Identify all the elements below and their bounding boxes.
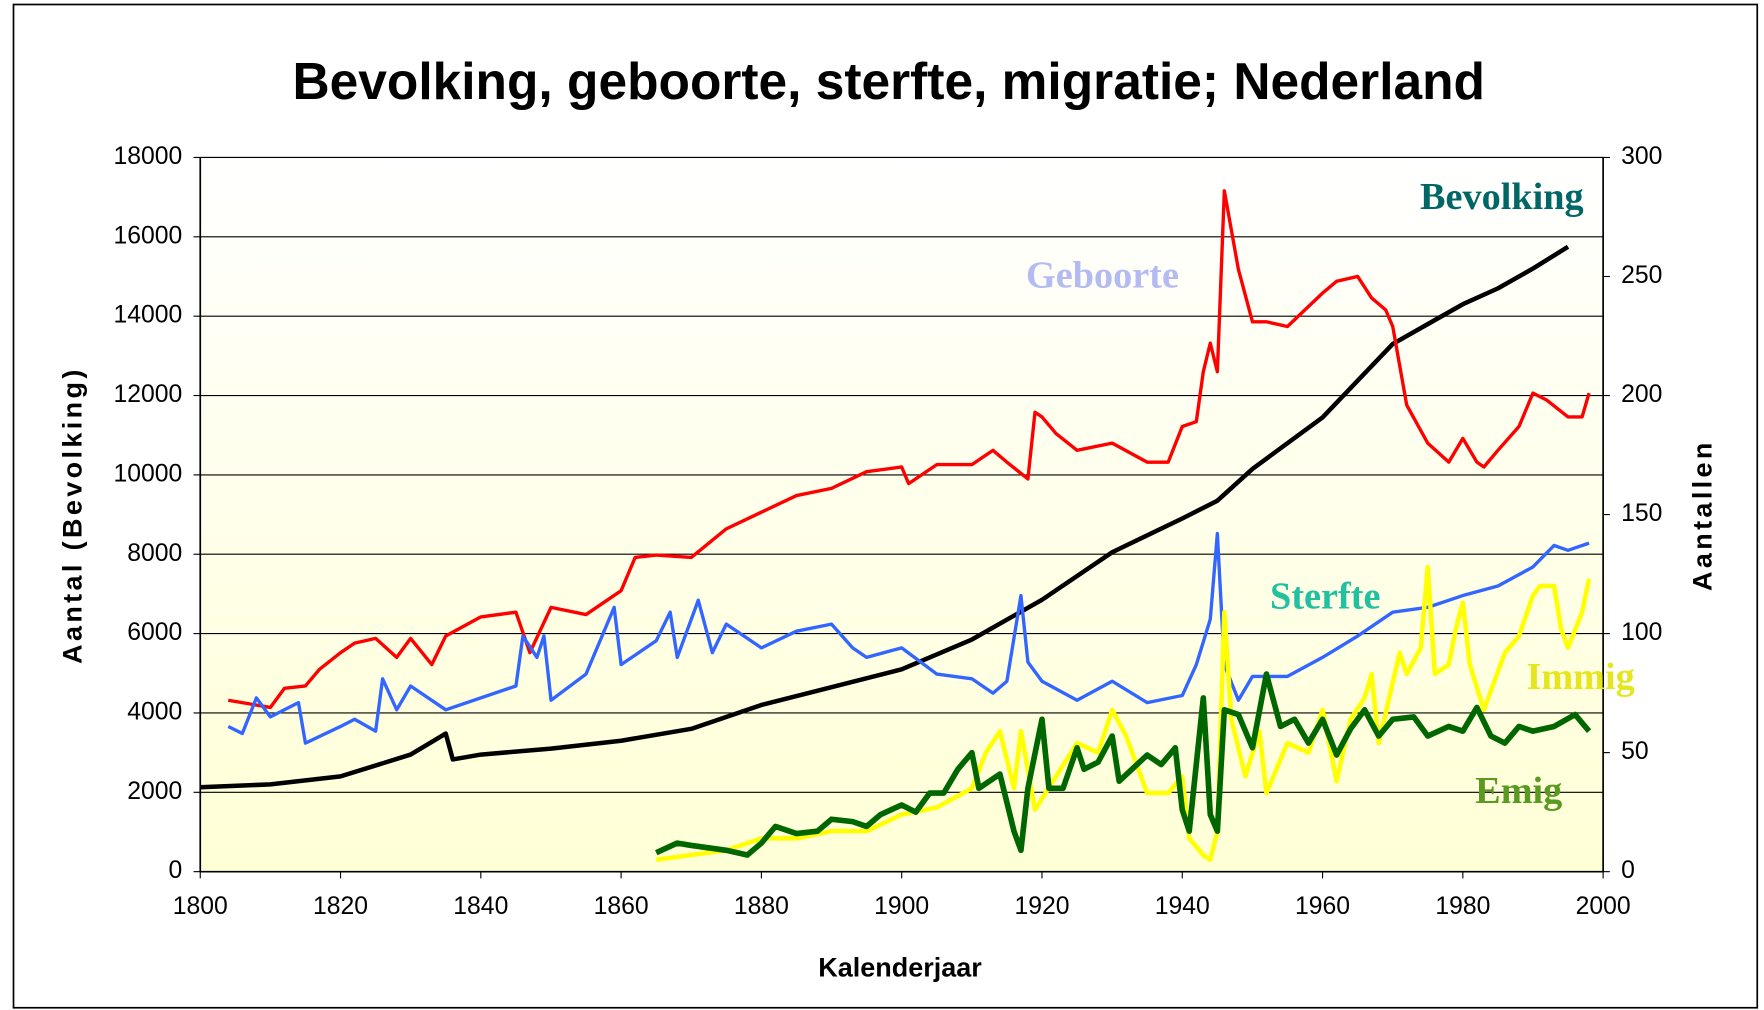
- x-tick-label: 1820: [313, 893, 368, 920]
- x-tick-label: 1960: [1295, 893, 1350, 920]
- y-tick-label: 4000: [127, 698, 182, 725]
- series-line: [655, 564, 1592, 862]
- y2-tick-label: 200: [1621, 381, 1662, 408]
- series-line: [227, 531, 1590, 745]
- y-axis-label: Aantal (Bevolking): [57, 366, 87, 664]
- y-tick-label: 2000: [127, 778, 182, 805]
- x-tick-label: 1940: [1155, 893, 1210, 920]
- x-tick-label: 1860: [594, 893, 649, 920]
- series-label: Emig: [1475, 770, 1562, 812]
- series-label: Bevolking: [1420, 176, 1584, 218]
- y-tick-label: 8000: [127, 540, 182, 567]
- y2-tick-label: 50: [1621, 738, 1649, 765]
- plot-area: [199, 156, 1604, 873]
- series-label: Sterfte: [1270, 575, 1380, 617]
- x-tick-label: 1980: [1435, 893, 1490, 920]
- x-tick-label: 1800: [173, 893, 228, 920]
- x-tick-label: 1920: [1014, 893, 1069, 920]
- y-tick-label: 16000: [113, 222, 182, 249]
- y2-tick-label: 150: [1621, 500, 1662, 527]
- y2-tick-label: 0: [1621, 857, 1635, 884]
- series-label: Geboorte: [1026, 255, 1179, 297]
- chart-title: Bevolking, geboorte, sterfte, migratie; …: [293, 52, 1486, 110]
- y2-tick-label: 250: [1621, 262, 1662, 289]
- y-tick-label: 6000: [127, 619, 182, 646]
- series-line: [200, 244, 1570, 790]
- x-tick-label: 1840: [453, 893, 508, 920]
- x-tick-label: 2000: [1576, 893, 1631, 920]
- y-tick-label: 14000: [113, 302, 182, 329]
- y-tick-label: 12000: [113, 381, 182, 408]
- x-axis-label: Kalenderjaar: [818, 953, 982, 983]
- x-tick-label: 1900: [874, 893, 929, 920]
- y-tick-label: 10000: [113, 460, 182, 487]
- series-label: Immig: [1526, 656, 1634, 698]
- x-tick-label: 1880: [734, 893, 789, 920]
- y-tick-label: 0: [168, 857, 182, 884]
- y2-tick-label: 300: [1621, 143, 1662, 170]
- series-line: [227, 189, 1591, 710]
- series-line: [655, 671, 1592, 858]
- y2-tick-label: 100: [1621, 619, 1662, 646]
- y-tick-label: 18000: [113, 143, 182, 170]
- y2-axis-label: Aantallen: [1687, 439, 1717, 591]
